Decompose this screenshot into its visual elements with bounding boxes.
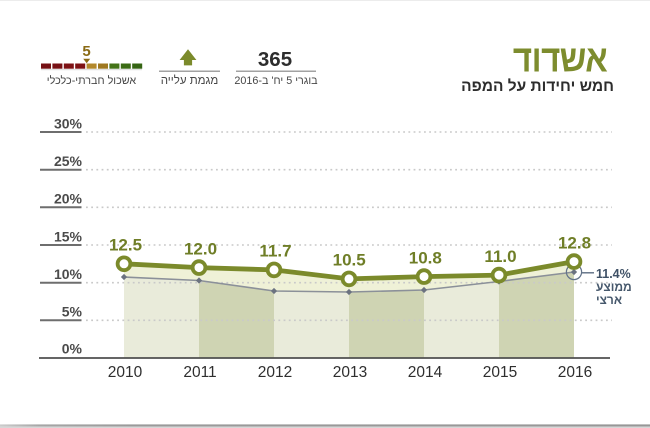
svg-text:12.8: 12.8 <box>558 233 591 252</box>
svg-text:10.5: 10.5 <box>333 251 366 270</box>
svg-text:12.5: 12.5 <box>109 236 142 255</box>
svg-text:2014: 2014 <box>408 364 443 381</box>
svg-text:5%: 5% <box>62 304 83 320</box>
svg-text:11.0: 11.0 <box>484 247 516 266</box>
svg-text:30%: 30% <box>54 115 83 131</box>
svg-text:2011: 2011 <box>183 364 216 381</box>
svg-text:2010: 2010 <box>108 364 143 381</box>
svg-text:15%: 15% <box>54 228 83 244</box>
svg-text:12.0: 12.0 <box>184 239 217 258</box>
svg-text:0%: 0% <box>62 341 83 357</box>
svg-text:2012: 2012 <box>258 364 292 381</box>
svg-text:25%: 25% <box>54 153 83 169</box>
svg-text:2013: 2013 <box>333 364 367 381</box>
svg-text:2016: 2016 <box>558 364 592 381</box>
svg-text:2015: 2015 <box>483 364 517 381</box>
svg-text:20%: 20% <box>54 191 83 207</box>
svg-text:10.8: 10.8 <box>409 248 442 267</box>
svg-text:10%: 10% <box>54 266 83 282</box>
svg-text:11.7: 11.7 <box>259 242 291 261</box>
